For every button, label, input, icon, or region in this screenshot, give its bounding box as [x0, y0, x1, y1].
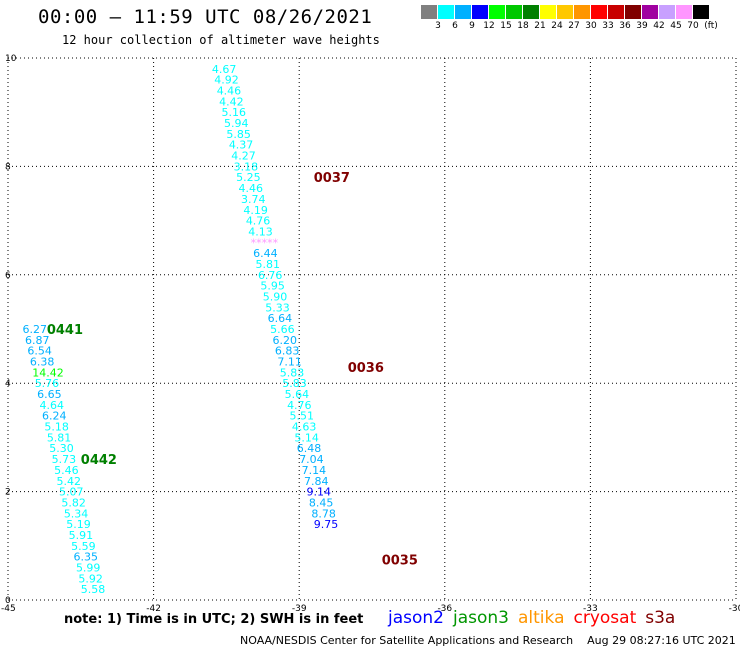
pass-time-label: 0035	[382, 553, 418, 568]
satellite-label-s3a: s3a	[645, 608, 675, 628]
pass-time-label: 0442	[81, 453, 117, 468]
satellite-label-altika: altika	[518, 608, 565, 628]
y-tick-label: 10	[5, 54, 17, 64]
y-tick-label: 6	[5, 271, 11, 281]
pass-time-label: 0441	[47, 323, 83, 338]
pass-time-label: 0037	[314, 171, 350, 186]
credit-line: NOAA/NESDIS Center for Satellite Applica…	[240, 634, 736, 647]
wave-height-value: 9.75	[314, 518, 339, 531]
units-note: note: 1) Time is in UTC; 2) SWH is in fe…	[64, 612, 363, 627]
x-tick-label: -30	[729, 604, 740, 614]
satellite-label-cryosat: cryosat	[574, 608, 637, 628]
satellite-label-jason2: jason2	[388, 608, 444, 628]
wave-height-value: 5.58	[81, 583, 106, 596]
y-tick-label: 4	[5, 379, 11, 389]
pass-time-label: 0036	[348, 361, 384, 376]
y-tick-label: 8	[5, 162, 11, 172]
y-tick-label: 0	[5, 596, 11, 606]
y-tick-label: 2	[5, 488, 11, 498]
satellite-legend: jason2 jason3 altika cryosat s3a	[388, 608, 684, 628]
satellite-label-jason3: jason3	[453, 608, 509, 628]
